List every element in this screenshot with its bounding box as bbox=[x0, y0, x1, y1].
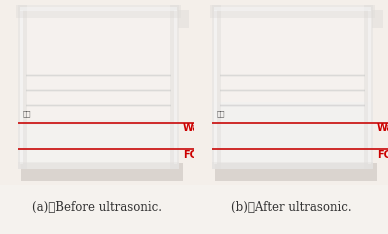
Text: 手计: 手计 bbox=[23, 110, 31, 117]
Text: (a)　Before ultrasonic.: (a) Before ultrasonic. bbox=[32, 201, 162, 214]
Text: (b)　After ultrasonic.: (b) After ultrasonic. bbox=[231, 201, 351, 214]
Text: Water: Water bbox=[377, 123, 388, 133]
Text: FC-84: FC-84 bbox=[183, 150, 215, 160]
Text: Water: Water bbox=[183, 123, 216, 133]
Text: 手计: 手计 bbox=[217, 110, 225, 117]
Text: FC-84: FC-84 bbox=[377, 150, 388, 160]
